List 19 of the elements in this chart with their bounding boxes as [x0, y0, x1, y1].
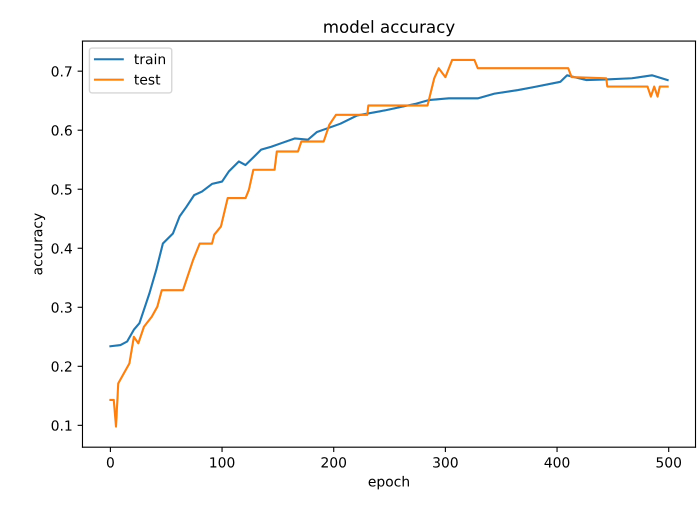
y-tick-label: 0.4 — [52, 243, 72, 254]
y-tick-label: 0.6 — [52, 125, 72, 136]
legend-label: test — [134, 74, 160, 85]
x-axis-title: epoch — [368, 476, 409, 490]
y-tick-label: 0.7 — [52, 66, 72, 77]
x-tick-label: 300 — [433, 457, 458, 468]
y-tick-label: 0.5 — [52, 184, 72, 195]
y-tick-label: 0.3 — [52, 302, 72, 313]
line-series — [109, 74, 669, 348]
x-tick-label: 200 — [321, 457, 346, 468]
x-tick-label: 0 — [106, 457, 114, 468]
y-tick-label: 0.2 — [52, 361, 72, 372]
y-tick-label: 0.1 — [52, 420, 72, 431]
x-tick-label: 400 — [544, 457, 570, 468]
x-tick-label: 100 — [210, 457, 234, 468]
y-axis-title: accuracy — [34, 213, 46, 275]
chart-title: model accuracy — [324, 20, 455, 36]
x-tick-label: 500 — [656, 457, 682, 468]
legend-label: train — [134, 54, 166, 64]
